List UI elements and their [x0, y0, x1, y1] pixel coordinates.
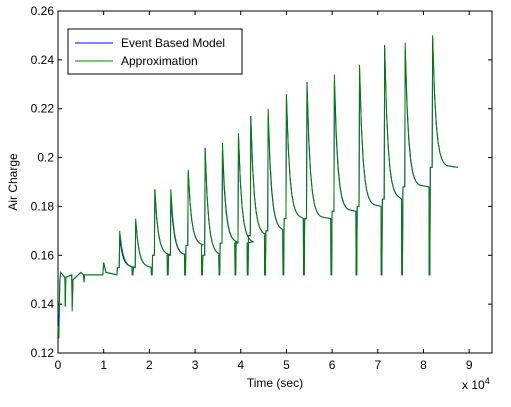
legend-box — [67, 28, 243, 75]
x-tick-label: 5 — [283, 358, 290, 372]
legend: Event Based Model Approximation — [67, 28, 243, 75]
x-tick-label: 2 — [146, 358, 153, 372]
y-tick-label: 0.14 — [31, 297, 55, 311]
y-axis: 0.12 0.14 0.16 0.18 0.2 0.22 0.24 0.26 — [31, 4, 492, 360]
x-multiplier-exponent: 4 — [485, 376, 490, 386]
x-tick-label: 4 — [237, 358, 244, 372]
legend-label-event-based-model: Event Based Model — [121, 36, 225, 50]
x-axis-multiplier: x 104 — [462, 376, 490, 392]
x-tick-label: 9 — [466, 358, 473, 372]
legend-label-approximation: Approximation — [121, 54, 198, 68]
x-axis-label: Time (sec) — [247, 376, 303, 390]
x-axis: 0 1 2 3 4 5 6 7 8 9 — [55, 11, 473, 372]
y-tick-label: 0.24 — [31, 53, 55, 67]
x-tick-label: 3 — [192, 358, 199, 372]
y-tick-label: 0.2 — [37, 151, 54, 165]
y-tick-label: 0.16 — [31, 248, 55, 262]
series-line-approximation — [57, 35, 458, 339]
y-axis-label: Air Charge — [6, 153, 20, 211]
series-layer — [57, 35, 458, 339]
x-tick-label: 1 — [100, 358, 107, 372]
y-tick-label: 0.22 — [31, 102, 55, 116]
y-tick-label: 0.12 — [31, 346, 55, 360]
y-tick-label: 0.26 — [31, 4, 55, 18]
x-tick-label: 0 — [55, 358, 62, 372]
x-tick-label: 8 — [420, 358, 427, 372]
y-tick-label: 0.18 — [31, 199, 55, 213]
x-multiplier-base: x 10 — [462, 378, 485, 392]
x-tick-label: 6 — [329, 358, 336, 372]
x-tick-label: 7 — [374, 358, 381, 372]
